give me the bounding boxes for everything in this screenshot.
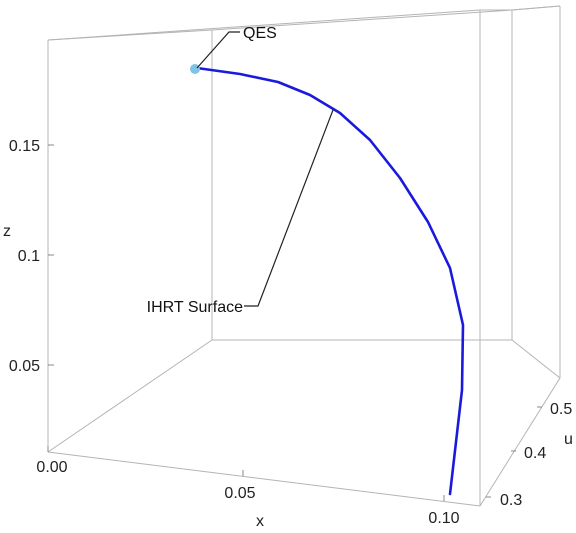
x-tick-label: 0.00	[36, 459, 67, 476]
u-tick-label: 0.3	[500, 492, 522, 509]
box-edge	[47, 339, 213, 453]
ihrt-surface-label: IHRT Surface	[147, 299, 243, 316]
tick-marks	[47, 144, 542, 501]
series-line	[195, 66, 465, 496]
box-edge	[47, 451, 481, 507]
annotation-qes: QES	[196, 25, 277, 69]
box-edge	[511, 339, 561, 379]
plot-box	[47, 5, 561, 507]
qes-label: QES	[243, 25, 277, 42]
u-tick-label: 0.5	[550, 401, 572, 418]
u-axis-label: u	[564, 431, 573, 448]
z-axis-label: z	[3, 223, 11, 240]
qes-leader-line	[196, 31, 240, 69]
z-tick-label: 0.1	[18, 248, 40, 265]
x-tick-label: 0.10	[428, 510, 459, 527]
box-edge	[479, 377, 561, 507]
box-edge	[47, 9, 481, 41]
x-tick-label: 0.05	[224, 485, 255, 502]
u-tick-label: 0.4	[524, 445, 546, 462]
box-edge	[47, 29, 213, 41]
qes-point	[190, 64, 200, 74]
x-axis-label: x	[256, 513, 264, 530]
z-tick-label: 0.05	[9, 358, 40, 375]
data-layer	[190, 64, 465, 496]
box-edge	[211, 9, 513, 31]
z-tick-label: 0.15	[9, 138, 40, 155]
ihrt-leader-line	[244, 109, 334, 307]
box-edge	[511, 5, 561, 11]
annotation-ihrt: IHRT Surface	[147, 109, 334, 316]
